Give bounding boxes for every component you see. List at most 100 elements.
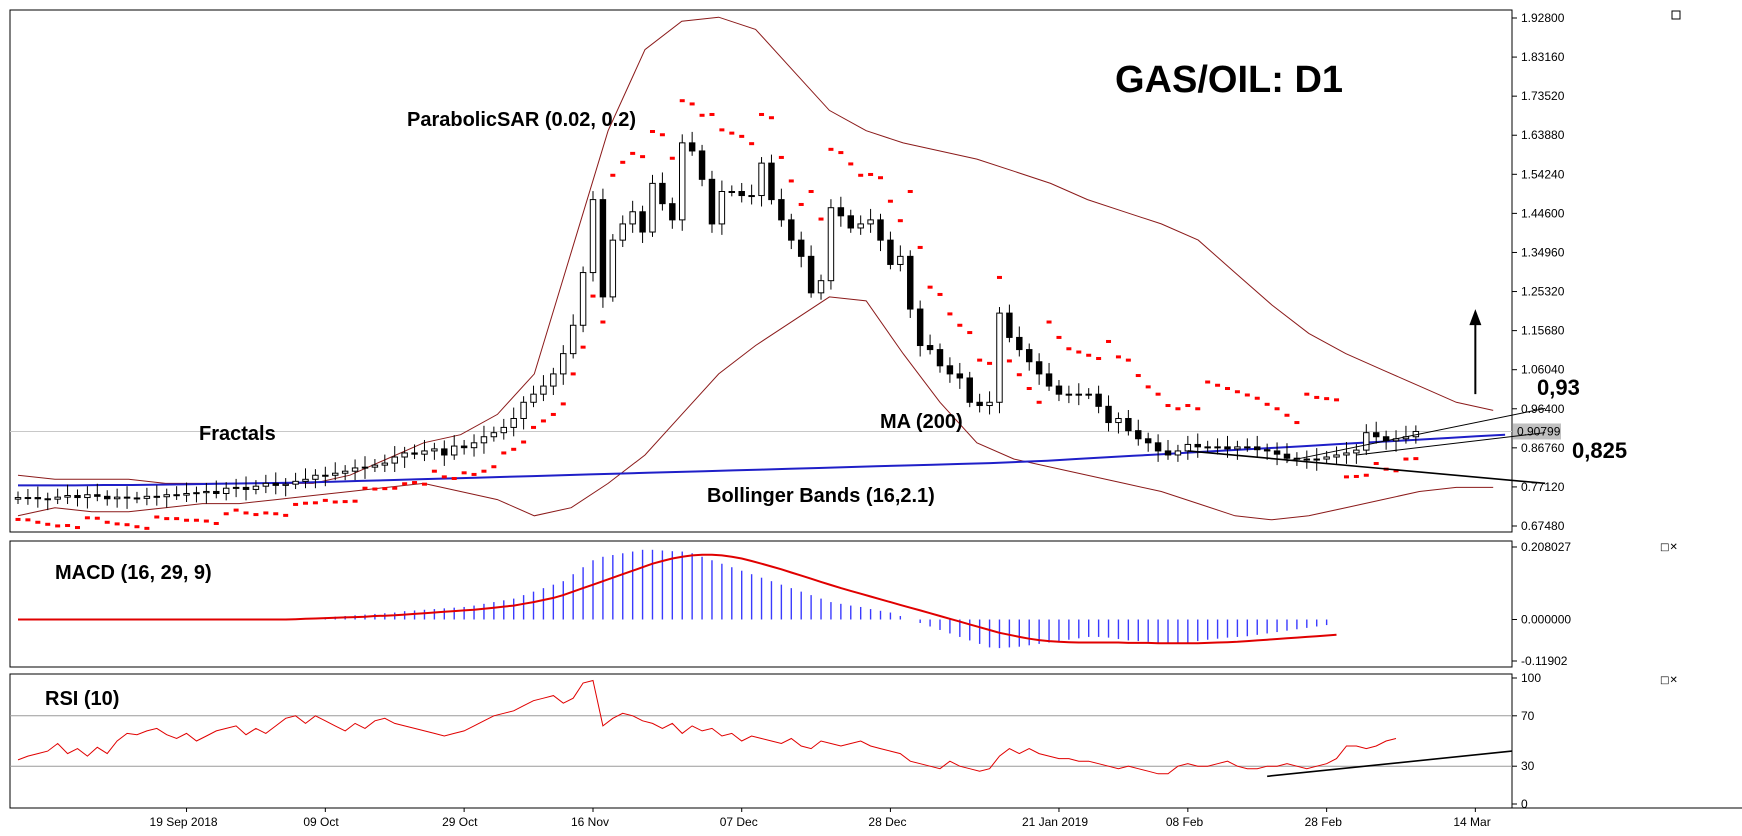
candle-body bbox=[232, 486, 240, 489]
parabolic-sar-dot bbox=[878, 176, 884, 180]
parabolic-sar-dot bbox=[263, 511, 269, 515]
parabolic-sar-dot bbox=[283, 513, 289, 517]
parabolic-sar-dot bbox=[640, 155, 646, 159]
candle-body bbox=[133, 497, 141, 500]
candle-body bbox=[1353, 449, 1360, 454]
parabolic-sar-dot bbox=[838, 151, 844, 155]
parabolic-sar-dot bbox=[1363, 473, 1369, 477]
candle-body bbox=[530, 393, 537, 403]
parabolic-sar-dot bbox=[511, 447, 517, 451]
parabolic-sar-dot bbox=[451, 476, 457, 480]
rsi-line bbox=[17, 679, 1397, 775]
macd-signal-line bbox=[18, 553, 1337, 645]
candle-body bbox=[1075, 393, 1083, 396]
candle-body bbox=[599, 199, 607, 298]
parabolic-sar-dot bbox=[957, 323, 963, 327]
rsi-label: RSI (10) bbox=[45, 688, 119, 710]
macd-tick-label: 0.208027 bbox=[1521, 540, 1571, 554]
parabolic-sar-dot bbox=[233, 508, 239, 512]
parabolic-sar-dot bbox=[441, 475, 447, 479]
parabolic-sar-dot bbox=[620, 160, 626, 164]
parabolic-sar-dot bbox=[193, 518, 199, 522]
parabolic-sar-dot bbox=[1324, 397, 1330, 401]
parabolic-sar-dot bbox=[45, 522, 51, 526]
parabolic-sar-dot bbox=[897, 219, 903, 223]
parabolic-sar-dot bbox=[1373, 461, 1379, 465]
candle-body bbox=[986, 401, 993, 407]
parabolic-sar-dot bbox=[1135, 374, 1141, 378]
candle-body bbox=[1343, 452, 1350, 456]
candle-body bbox=[619, 223, 626, 241]
candle-body bbox=[1194, 443, 1201, 448]
candle-body bbox=[669, 203, 676, 221]
level-low-label: 0,825 bbox=[1572, 438, 1627, 463]
candle-body bbox=[34, 497, 42, 500]
price-tick-label: 1.44600 bbox=[1521, 206, 1565, 220]
candle-body bbox=[797, 239, 805, 257]
candle-body bbox=[679, 142, 686, 221]
parabolic-sar-dot bbox=[858, 173, 864, 177]
price-tick-label: 1.34960 bbox=[1521, 245, 1565, 259]
price-tick-label: 1.25320 bbox=[1521, 285, 1565, 299]
candle-body bbox=[1254, 446, 1261, 451]
parabolic-sar-dot bbox=[907, 189, 913, 193]
parabolic-sar-dot bbox=[649, 130, 655, 134]
parabolic-sar-dot bbox=[1284, 413, 1290, 417]
parabolic-sar-dot bbox=[1076, 350, 1082, 354]
parabolic-sar-dot bbox=[1006, 359, 1012, 363]
parabolic-sar-dot bbox=[788, 179, 794, 183]
macd-tick-label: 0.000000 bbox=[1521, 613, 1571, 627]
candle-body bbox=[966, 377, 973, 403]
candle-body bbox=[242, 486, 250, 490]
parabolic-sar-dot bbox=[402, 482, 408, 486]
parabolic-sar-dot bbox=[977, 358, 983, 362]
candle-body bbox=[540, 385, 547, 395]
candle-body bbox=[312, 474, 319, 480]
candle-body bbox=[579, 272, 587, 326]
parabolic-sar-dot bbox=[303, 501, 309, 505]
trend-line bbox=[1187, 450, 1546, 485]
candle-body bbox=[807, 255, 815, 294]
parabolic-sar-dot bbox=[729, 131, 735, 135]
parabolic-sar-dot bbox=[94, 516, 100, 520]
candle-body bbox=[292, 480, 299, 485]
candle-body bbox=[441, 448, 448, 456]
parabolic-sar-dot bbox=[322, 498, 328, 502]
candle-body bbox=[1313, 458, 1320, 461]
candle-body bbox=[768, 162, 775, 201]
parabolic-sar-dot bbox=[15, 517, 21, 521]
candle-body bbox=[74, 495, 81, 499]
time-tick-label: 19 Sep 2018 bbox=[150, 815, 218, 829]
parabolic-sar-dot bbox=[134, 525, 140, 529]
candle-body bbox=[282, 483, 289, 486]
parabolic-sar-dot bbox=[947, 312, 953, 316]
parabolic-sar-dot bbox=[273, 512, 279, 516]
parabolic-sar-dot bbox=[74, 526, 80, 530]
parabolic-sar-dot bbox=[342, 500, 348, 504]
price-tick-label: 1.15680 bbox=[1521, 324, 1565, 338]
parabolic-sar-dot bbox=[223, 512, 229, 516]
candle-body bbox=[867, 219, 874, 225]
parabolic-sar-dot bbox=[1314, 395, 1320, 399]
candle-body bbox=[54, 496, 61, 500]
candle-body bbox=[361, 466, 369, 469]
parabolic-sar-dot bbox=[768, 116, 774, 120]
candle-body bbox=[936, 349, 944, 367]
time-tick-label: 21 Jan 2019 bbox=[1022, 815, 1088, 829]
candle-body bbox=[1244, 446, 1251, 449]
parabolic-sar-dot bbox=[759, 112, 765, 116]
parabolic-sar-dot bbox=[739, 134, 745, 138]
candle-body bbox=[907, 255, 914, 310]
candle-body bbox=[163, 494, 170, 498]
candle-body bbox=[976, 401, 983, 407]
candle-body bbox=[1105, 405, 1112, 424]
candle-body bbox=[421, 450, 428, 455]
candle-body bbox=[887, 239, 894, 265]
candle-body bbox=[827, 207, 835, 282]
candle-body bbox=[569, 324, 577, 355]
parabolic-sar-dot bbox=[1185, 404, 1191, 408]
parabolic-sar-dot bbox=[540, 419, 546, 423]
candle-body bbox=[916, 308, 924, 347]
parabolic-sar-dot bbox=[550, 412, 556, 416]
